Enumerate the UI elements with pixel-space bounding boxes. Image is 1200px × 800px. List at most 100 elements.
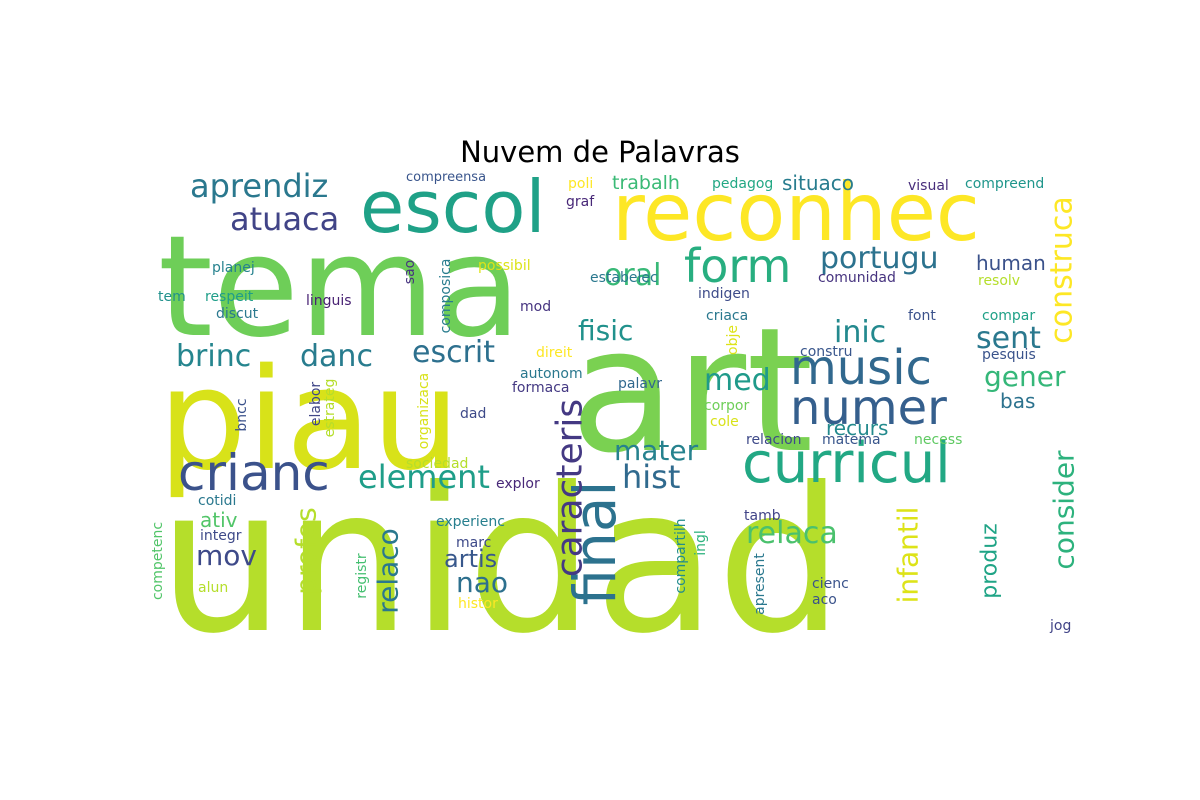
word-art: art	[570, 290, 814, 491]
word-tamb: tamb	[744, 508, 781, 524]
word-danc: danc	[300, 339, 373, 374]
word-planej: planej	[212, 260, 255, 276]
word-organizaca: organizaca	[416, 373, 432, 450]
word-necess: necess	[914, 432, 962, 448]
word-resolv: resolv	[978, 273, 1020, 289]
word-integr: integr	[200, 528, 242, 544]
word-sociedad: sociedad	[406, 456, 468, 472]
word-explor: explor	[496, 476, 540, 492]
word-apresent: apresent	[752, 553, 768, 615]
word-composica: composica	[438, 259, 454, 334]
word-tema: tema	[158, 206, 521, 369]
word-med: med	[704, 363, 771, 398]
word-bncc: bncc	[234, 398, 250, 431]
word-situaco: situaco	[782, 171, 854, 195]
word-gener: gener	[984, 360, 1066, 393]
word-recurs: recurs	[826, 416, 888, 440]
word-respeit: respeit	[205, 289, 254, 305]
word-bas: bas	[1000, 389, 1035, 413]
word-compartilh: compartilh	[673, 518, 689, 593]
word-caracteris: caracteris	[550, 399, 591, 577]
word-aprendiz: aprendiz	[190, 167, 328, 205]
word-trabalh: trabalh	[612, 172, 680, 194]
word-relaca: relaca	[746, 516, 838, 551]
word-dad: dad	[460, 406, 486, 422]
word-unidad: unidad	[158, 445, 844, 678]
word-autonom: autonom	[520, 366, 583, 382]
word-fisic: fisic	[578, 314, 633, 347]
word-poli: poli	[568, 176, 593, 192]
chart-title: Nuvem de Palavras	[460, 135, 740, 169]
word-tem: tem	[158, 289, 186, 305]
word-ingl: ingl	[693, 530, 709, 556]
word-inic: inic	[834, 315, 886, 350]
word-music: music	[790, 340, 932, 396]
word-criaca: criaca	[706, 308, 748, 324]
word-cotidi: cotidi	[198, 493, 236, 509]
word-direit: direit	[536, 345, 573, 361]
word-portugu: portugu	[820, 241, 939, 276]
word-sent: sent	[976, 321, 1041, 356]
word-font: font	[908, 308, 936, 324]
word-form: form	[684, 239, 791, 293]
word-pesquis: pesquis	[982, 347, 1036, 363]
word-atuaca: atuaca	[230, 200, 339, 238]
word-visual: visual	[908, 178, 949, 194]
word-aco: aco	[812, 592, 837, 608]
word-mater: mater	[614, 434, 699, 467]
word-linguis: linguis	[306, 293, 352, 309]
word-compar: compar	[982, 308, 1035, 324]
word-corpor: corpor	[704, 398, 749, 414]
word-marc: marc	[456, 535, 491, 551]
word-human: human	[976, 251, 1046, 275]
word-possibil: possibil	[478, 258, 531, 274]
word-hist: hist	[622, 458, 680, 496]
word-estabelec: estabelec	[590, 270, 658, 286]
word-element: element	[358, 458, 490, 496]
word-escol: escol	[360, 165, 545, 249]
word-discut: discut	[216, 306, 259, 322]
word-graf: graf	[566, 194, 595, 210]
word-palavr: palavr	[618, 376, 662, 392]
word-sao: sao	[402, 260, 418, 284]
word-crianc: crianc	[178, 444, 330, 502]
word-pedagog: pedagog	[712, 176, 773, 192]
word-final: final	[561, 481, 629, 606]
word-reconhec: reconhec	[612, 166, 980, 259]
word-mod: mod	[520, 299, 551, 315]
word-mov: mov	[196, 539, 257, 572]
word-relacion: relacion	[746, 432, 802, 448]
word-comunidad: comunidad	[818, 270, 896, 286]
word-curricul: curricul	[742, 431, 951, 496]
word-estrateg: estrateg	[322, 379, 338, 438]
word-compreend: compreend	[965, 176, 1044, 192]
word-compreensa: compreensa	[406, 170, 486, 185]
word-competenc: competenc	[150, 522, 166, 600]
word-formaca: formaca	[512, 380, 570, 396]
word-consider: consider	[1048, 450, 1081, 570]
word-artis: artis	[444, 545, 497, 573]
word-jog: jog	[1049, 618, 1071, 634]
word-relaco: relaco	[372, 528, 405, 614]
word-constru: constru	[800, 344, 853, 360]
word-registr: registr	[354, 553, 370, 599]
word-escrit: escrit	[412, 335, 495, 370]
word-ativ: ativ	[200, 508, 238, 532]
word-indigen: indigen	[698, 286, 750, 302]
word-cole: cole	[710, 414, 739, 430]
word-nao: nao	[456, 566, 508, 599]
word-elabor: elabor	[308, 382, 324, 427]
word-piau: piau	[158, 339, 460, 502]
word-infantil: infantil	[892, 507, 925, 604]
word-construca: construca	[1045, 196, 1080, 343]
word-produz: produz	[978, 523, 1003, 598]
word-profes: profes	[290, 507, 323, 594]
word-brinc: brinc	[176, 339, 251, 374]
word-experienc: experienc	[436, 514, 505, 530]
word-cienc: cienc	[812, 576, 849, 592]
word-oral: oral	[604, 258, 661, 293]
word-alun: alun	[198, 580, 228, 596]
word-matema: matema	[822, 432, 881, 448]
word-numer: numer	[790, 380, 947, 436]
